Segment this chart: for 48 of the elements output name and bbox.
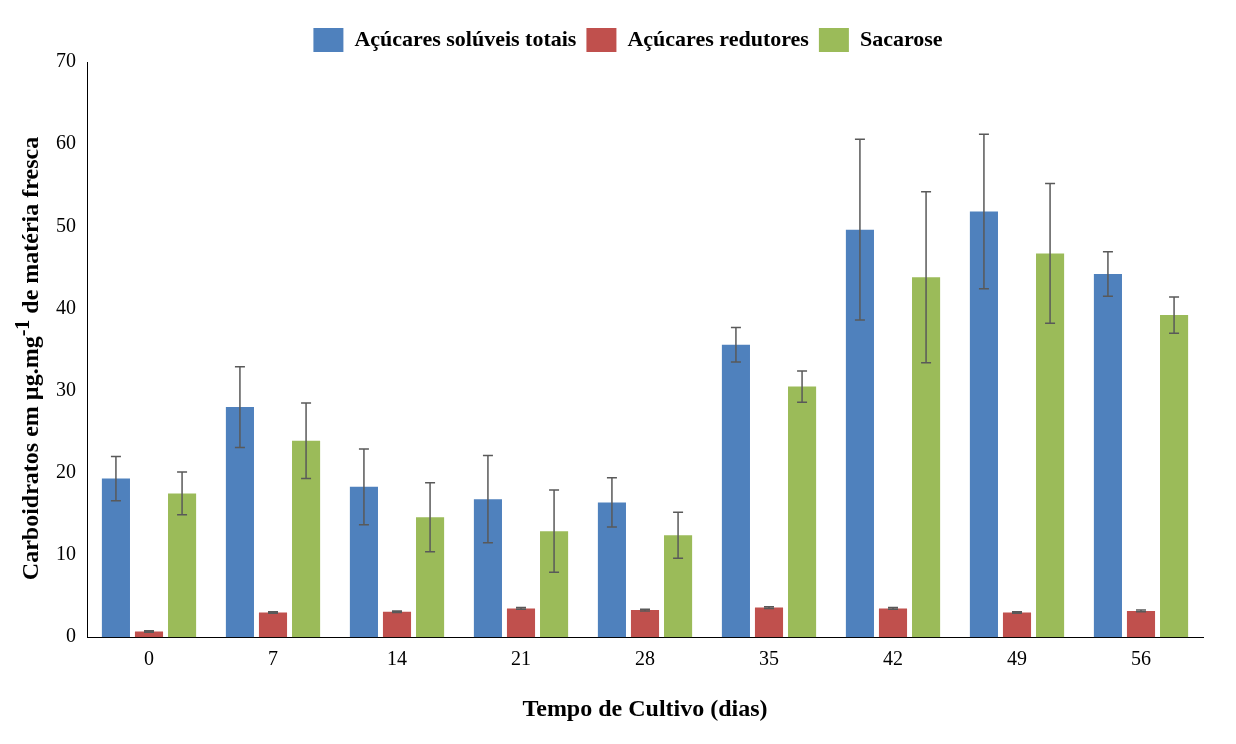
- bar: [1036, 253, 1065, 638]
- x-tick-label: 35: [759, 647, 779, 670]
- bar: [416, 517, 445, 638]
- legend-label: Açúcares solúveis totais: [354, 25, 577, 51]
- bar: [1002, 612, 1032, 638]
- y-tick-label: 50: [56, 213, 76, 236]
- y-tick-label: 40: [56, 295, 76, 318]
- y-tick-label: 60: [56, 131, 76, 154]
- x-tick-label: 14: [387, 647, 407, 670]
- bar: [349, 486, 378, 638]
- bar: [845, 229, 874, 638]
- x-tick-label: 56: [1131, 647, 1151, 670]
- bar: [258, 612, 288, 638]
- legend-label: Sacarose: [859, 25, 943, 51]
- bar: [597, 502, 626, 638]
- x-axis-title: Tempo de Cultivo (dias): [522, 694, 768, 721]
- x-tick-label: 49: [1007, 647, 1027, 670]
- x-tick-label: 0: [144, 647, 154, 670]
- bar: [1160, 315, 1189, 638]
- bar: [134, 631, 164, 638]
- bar: [382, 611, 412, 638]
- bar: [788, 386, 817, 638]
- bar: [540, 531, 569, 638]
- bar: [292, 440, 321, 638]
- bar: [912, 277, 941, 638]
- x-tick-label: 21: [511, 647, 531, 670]
- bar: [878, 608, 908, 638]
- y-tick-label: 20: [56, 460, 76, 483]
- bar: [1093, 274, 1122, 638]
- bar: [721, 344, 750, 638]
- y-tick-label: 70: [56, 49, 76, 72]
- x-tick-label: 7: [268, 647, 278, 670]
- bar: [664, 535, 693, 638]
- legend-label: Açúcares redutores: [627, 25, 810, 51]
- x-tick-label: 42: [883, 647, 903, 670]
- y-tick-label: 10: [56, 542, 76, 565]
- bar: [1126, 610, 1156, 638]
- y-tick-label: 30: [56, 377, 76, 400]
- bar: [754, 607, 784, 638]
- bar: [630, 610, 660, 638]
- bar: [225, 407, 254, 638]
- bar: [101, 478, 130, 638]
- bar: [473, 499, 502, 638]
- bar: [506, 608, 536, 638]
- bar: [969, 211, 998, 638]
- x-tick-label: 28: [635, 647, 655, 670]
- y-tick-label: 0: [66, 624, 76, 647]
- bar: [168, 493, 197, 638]
